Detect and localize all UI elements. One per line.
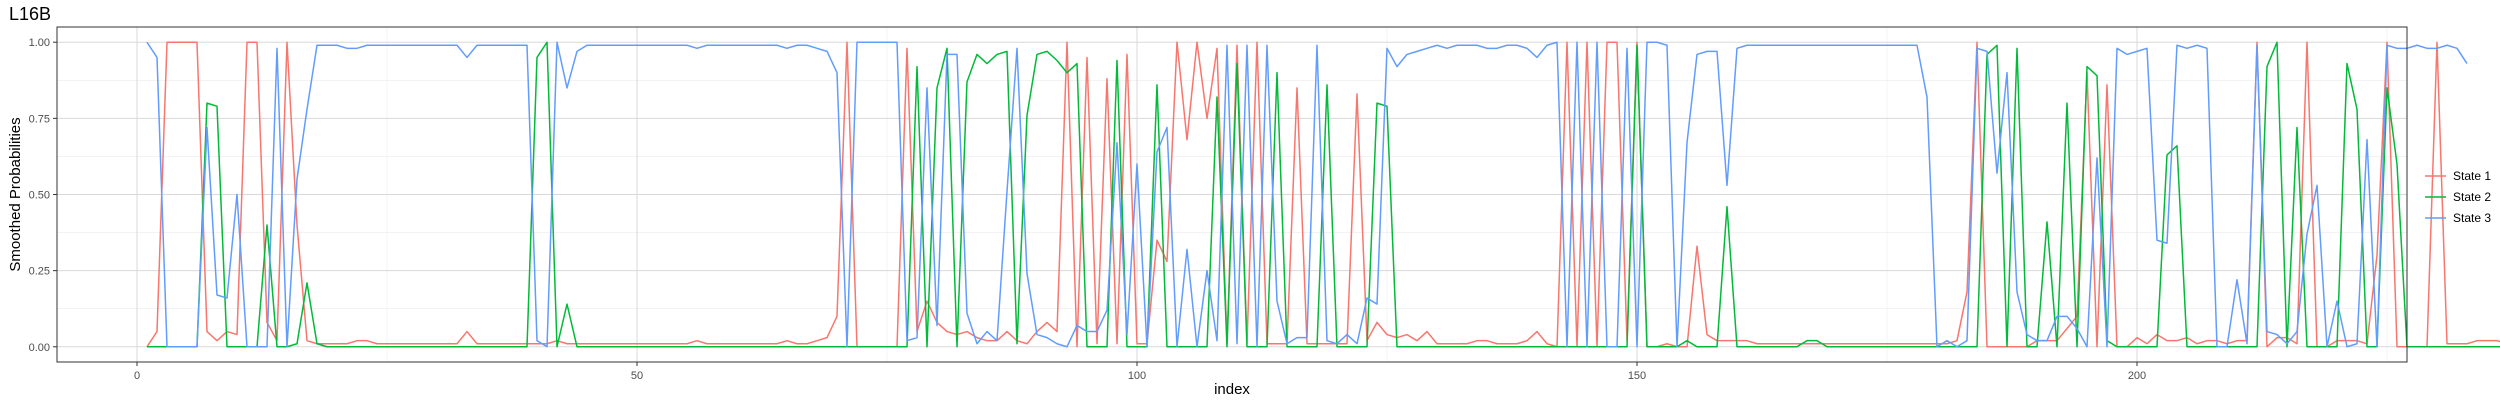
y-tick-label: 0.25 [29, 266, 50, 278]
x-tick-label: 0 [134, 370, 140, 382]
x-tick-label: 50 [631, 370, 643, 382]
legend-label-state-2: State 2 [2453, 190, 2491, 204]
x-tick-label: 200 [2128, 370, 2146, 382]
legend-label-state-1: State 1 [2453, 169, 2491, 183]
series-layer [146, 41, 2500, 348]
series-line-state-3 [146, 41, 2468, 348]
x-tick-label: 150 [1628, 370, 1646, 382]
chart-title: L16B [9, 4, 51, 24]
y-tick-label: 1.00 [29, 37, 50, 49]
series-line-state-2 [147, 41, 2500, 348]
y-axis-title: Smoothed Probabilities [7, 117, 24, 271]
legend: State 1 State 2 State 3 [2425, 169, 2491, 225]
y-tick-label: 0.50 [29, 190, 50, 202]
x-axis-title: index [1214, 381, 1250, 398]
axes: 0 50 100 150 200 0.00 0.25 0.50 0.75 1.00 [29, 37, 2147, 382]
y-tick-label: 0.00 [29, 342, 50, 354]
legend-label-state-3: State 3 [2453, 211, 2491, 225]
y-tick-label: 0.75 [29, 113, 50, 125]
x-tick-label: 100 [1128, 370, 1146, 382]
